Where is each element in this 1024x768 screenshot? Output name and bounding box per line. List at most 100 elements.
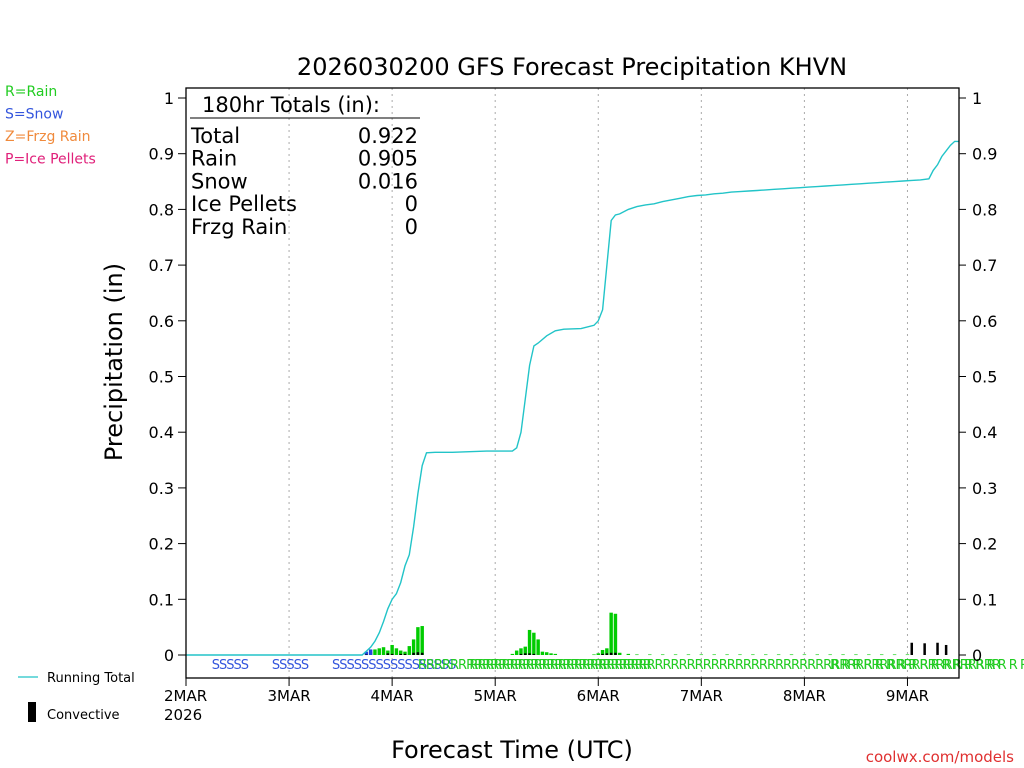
bar-convective bbox=[614, 652, 617, 655]
bar-rain bbox=[879, 654, 884, 656]
bar-convective bbox=[944, 644, 948, 655]
bar-convective bbox=[923, 643, 926, 655]
y-tick-label-right: 0.4 bbox=[972, 423, 997, 442]
bar-rain bbox=[592, 654, 596, 656]
y-ticks-right: 0 0.1 0.2 0.3 0.4 0.5 0.6 0.7 0.8 0.9 1 bbox=[959, 89, 997, 665]
bar-rain bbox=[407, 646, 412, 655]
precip-type-mark: RRRRRRRRRRRRRRRRRRRRRRRRRRRRRRRRRRRRRRRR… bbox=[598, 658, 1001, 673]
precip-type-marks: SSSSS SSSSS SSSSSSSSSSSSSSSSSRRRRRRRRRRRRR… bbox=[212, 658, 1024, 673]
bar-convective bbox=[524, 653, 527, 655]
bar-convective bbox=[532, 653, 536, 655]
bar-rain bbox=[648, 654, 652, 656]
totals-row-value: 0 bbox=[405, 215, 418, 239]
totals-row-label: Rain bbox=[191, 147, 237, 171]
bar-rain bbox=[776, 654, 781, 656]
bar-rain bbox=[892, 654, 897, 656]
bar-rain bbox=[626, 653, 631, 655]
legend-type-entry: P=Ice Pellets bbox=[5, 152, 96, 168]
bar-rain bbox=[802, 654, 807, 656]
bar-rain bbox=[789, 654, 794, 656]
bar-rain bbox=[854, 654, 858, 656]
y-tick-label-right: 0.6 bbox=[972, 312, 997, 331]
bar-rain bbox=[377, 648, 381, 655]
bar-convective bbox=[519, 653, 523, 655]
bar-rain bbox=[618, 652, 622, 655]
bar-rain bbox=[527, 629, 532, 655]
bar-series bbox=[364, 612, 948, 656]
y-tick-label-right: 0.3 bbox=[972, 479, 997, 498]
chart-title: 2026030200 GFS Forecast Precipitation KH… bbox=[297, 53, 847, 81]
x-tick-label: 3MAR bbox=[267, 687, 310, 705]
bar-convective bbox=[403, 653, 407, 655]
legend-type-entry: S=Snow bbox=[5, 107, 63, 123]
bar-rain bbox=[403, 651, 407, 655]
bar-rain bbox=[536, 639, 540, 655]
bar-rain bbox=[613, 613, 618, 655]
y-tick-label-left: 0.8 bbox=[149, 200, 174, 219]
legend-type-entry: Z=Frzg Rain bbox=[5, 129, 91, 145]
precip-type-mark: R R R R R R R R R R R R R R R R R R R R … bbox=[830, 658, 1024, 673]
plot-frame bbox=[185, 87, 960, 679]
bar-rain bbox=[686, 654, 691, 656]
bar-rain bbox=[390, 644, 394, 655]
bar-convective bbox=[601, 653, 604, 655]
x-tick-label: 6MAR bbox=[577, 687, 620, 705]
totals-box: 180hr Totals (in): Total 0.922 Rain 0.905 Sn… bbox=[190, 93, 420, 239]
bar-rain bbox=[411, 639, 416, 655]
y-tick-label-left: 1 bbox=[164, 89, 174, 108]
bar-rain bbox=[828, 654, 832, 656]
y-tick-label-left: 0.3 bbox=[149, 479, 174, 498]
bar-rain bbox=[553, 653, 558, 655]
y-tick-label-right: 0.2 bbox=[972, 535, 997, 554]
totals-row-value: 0.905 bbox=[358, 147, 418, 171]
x-tick-label: 2MAR bbox=[164, 687, 207, 705]
y-tick-label-left: 0 bbox=[164, 646, 174, 665]
bar-rain bbox=[609, 612, 613, 655]
y-tick-label-right: 0.5 bbox=[972, 368, 997, 387]
bar-rain bbox=[386, 650, 390, 655]
bar-rain bbox=[673, 654, 678, 656]
bar-rain bbox=[712, 654, 716, 656]
bar-snow bbox=[364, 651, 369, 655]
totals-row-label: Frzg Rain bbox=[191, 215, 287, 239]
totals-row-label: Total bbox=[190, 124, 240, 148]
bar-rain bbox=[532, 632, 536, 655]
bar-rain bbox=[867, 654, 871, 656]
bar-rain bbox=[519, 648, 523, 655]
y-tick-label-left: 0.9 bbox=[149, 145, 174, 164]
x-tick-sublabel: 2026 bbox=[164, 706, 202, 724]
bar-rain bbox=[420, 626, 424, 655]
bar-rain bbox=[905, 654, 910, 656]
y-tick-label-left: 0.6 bbox=[149, 312, 174, 331]
bar-rain bbox=[549, 653, 553, 655]
totals-row-value: 0.016 bbox=[358, 169, 418, 193]
bar-rain bbox=[596, 653, 600, 655]
bar-snow bbox=[368, 649, 373, 655]
bar-rain bbox=[399, 650, 403, 655]
bar-rain bbox=[738, 654, 742, 656]
totals-row-value: 0.922 bbox=[358, 124, 418, 148]
bar-rain bbox=[841, 654, 845, 656]
running-total-legend: Running Total bbox=[18, 671, 135, 686]
y-tick-label-left: 0.5 bbox=[149, 368, 174, 387]
bar-rain bbox=[751, 654, 755, 656]
y-tick-label-left: 0.4 bbox=[149, 423, 174, 442]
bar-rain bbox=[510, 653, 515, 655]
y-tick-label-right: 0.7 bbox=[972, 256, 997, 275]
running-total-line bbox=[186, 140, 959, 656]
bar-convective bbox=[365, 654, 368, 656]
y-tick-label-right: 0 bbox=[972, 646, 982, 665]
precip-type-mark: SSSSSSSSSSSSSSSSS bbox=[332, 658, 456, 673]
credit-link[interactable]: coolwx.com/models bbox=[866, 748, 1014, 766]
bar-convective bbox=[936, 642, 939, 655]
precip-type-legend: R=Rain S=Snow Z=Frzg Rain P=Ice Pellets bbox=[5, 84, 96, 168]
y-tick-label-right: 0.9 bbox=[972, 145, 997, 164]
bar-rain bbox=[605, 648, 609, 655]
bar-convective bbox=[416, 652, 420, 655]
x-tick-label: 9MAR bbox=[886, 687, 929, 705]
bar-convective bbox=[399, 653, 402, 655]
convective-label: Convective bbox=[47, 708, 120, 723]
bar-rain bbox=[635, 654, 639, 656]
